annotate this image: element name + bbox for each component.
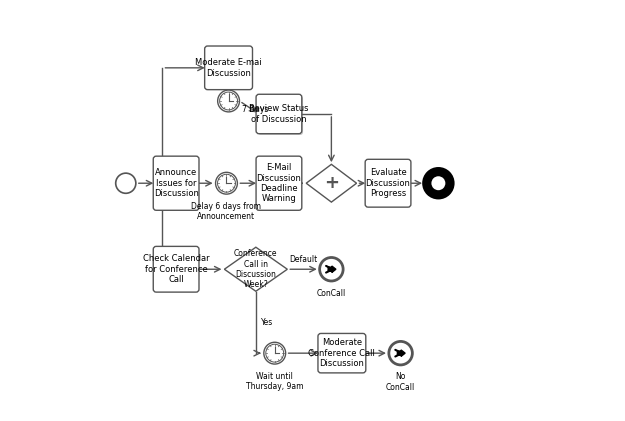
FancyBboxPatch shape [365,159,411,207]
Circle shape [217,90,239,112]
Text: +: + [324,174,339,192]
FancyBboxPatch shape [204,46,252,90]
Text: Delay 6 days from
Announcement: Delay 6 days from Announcement [191,202,261,221]
Circle shape [219,92,238,110]
Text: Default: Default [289,255,318,264]
Text: Moderate
Conference Call
Discussion: Moderate Conference Call Discussion [308,338,375,368]
Text: Check Calendar
for Conference
Call: Check Calendar for Conference Call [143,254,209,284]
Circle shape [116,173,136,193]
Text: Wait until
Thursday, 9am: Wait until Thursday, 9am [246,372,304,391]
Polygon shape [224,247,288,291]
Circle shape [425,170,452,197]
FancyBboxPatch shape [153,246,199,292]
Circle shape [264,342,286,364]
FancyBboxPatch shape [256,94,302,134]
Text: Announce
Issues for
Discussion: Announce Issues for Discussion [154,168,199,198]
Text: Yes: Yes [261,318,273,327]
Text: ConCall: ConCall [317,288,346,298]
Circle shape [319,258,343,281]
Circle shape [266,344,284,362]
Polygon shape [306,164,356,202]
Text: Evaluate
Discussion
Progress: Evaluate Discussion Progress [366,168,411,198]
FancyArrow shape [328,266,336,272]
FancyBboxPatch shape [258,96,303,135]
Circle shape [216,172,238,194]
FancyBboxPatch shape [153,156,199,210]
Circle shape [217,174,236,192]
Circle shape [389,341,412,365]
Circle shape [431,176,446,190]
FancyBboxPatch shape [256,156,302,210]
Text: Conference
Call in
Discussion
Week?: Conference Call in Discussion Week? [234,249,278,289]
Text: Moderate E-mai
Discussion: Moderate E-mai Discussion [195,58,262,77]
Text: No
ConCall: No ConCall [386,373,415,392]
Text: Review Status
of Discussion: Review Status of Discussion [249,104,309,124]
Text: 7 Days: 7 Days [242,105,268,114]
Text: E-Mail
Discussion
Deadline
Warning: E-Mail Discussion Deadline Warning [256,163,301,203]
FancyBboxPatch shape [318,333,366,373]
FancyArrow shape [398,350,405,357]
